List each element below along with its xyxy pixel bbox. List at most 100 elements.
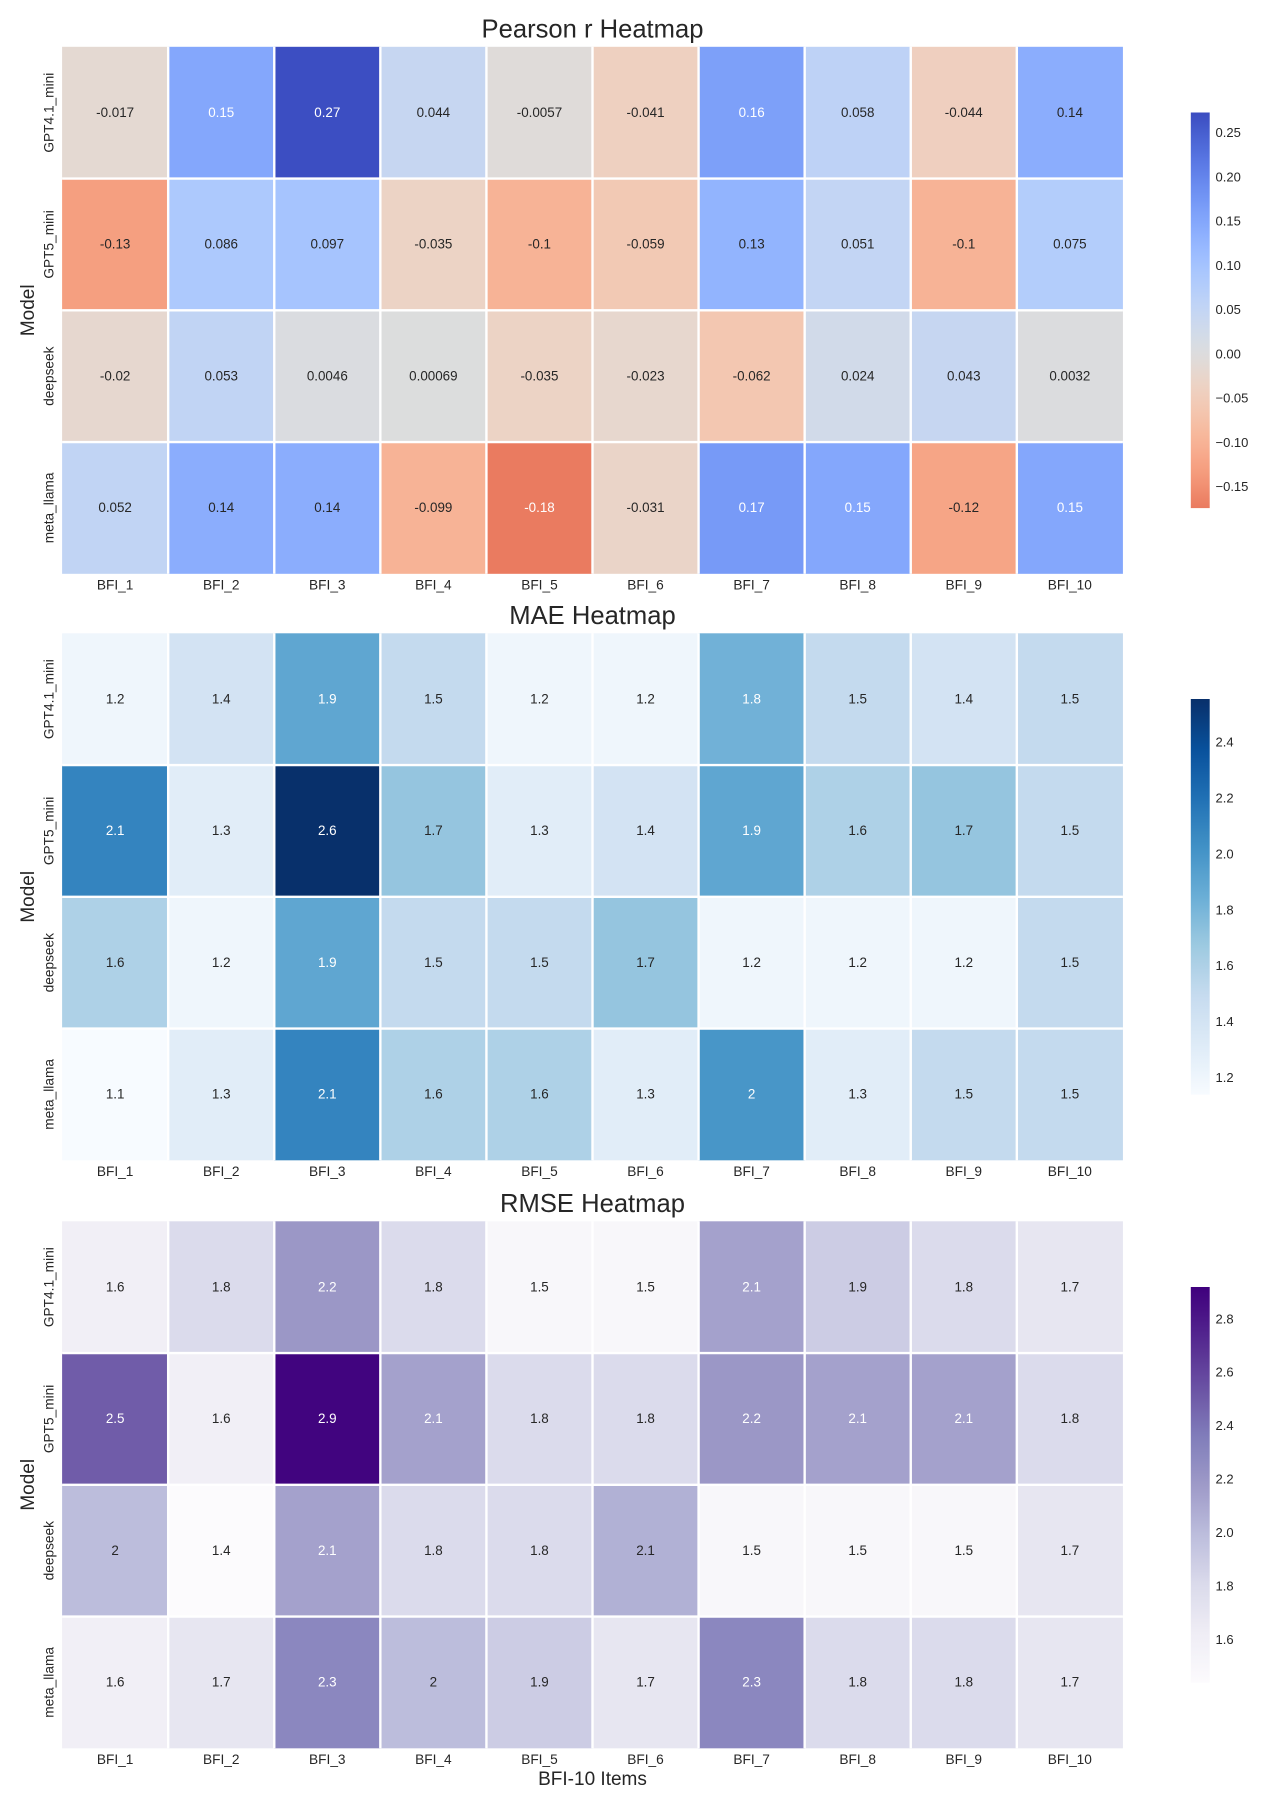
svg-text:2.1: 2.1 bbox=[848, 1411, 867, 1426]
svg-text:2.8: 2.8 bbox=[1216, 1311, 1234, 1326]
svg-text:GPT4.1_mini: GPT4.1_mini bbox=[42, 1247, 57, 1327]
svg-text:BFI_9: BFI_9 bbox=[946, 1752, 983, 1767]
svg-text:1.5: 1.5 bbox=[1061, 1087, 1080, 1102]
svg-text:GPT5_mini: GPT5_mini bbox=[42, 797, 57, 865]
svg-text:1.5: 1.5 bbox=[530, 1279, 549, 1294]
svg-text:BFI_9: BFI_9 bbox=[946, 577, 983, 592]
svg-text:1.6: 1.6 bbox=[106, 955, 125, 970]
svg-text:-0.041: -0.041 bbox=[627, 105, 665, 120]
svg-text:0.20: 0.20 bbox=[1216, 169, 1241, 184]
svg-text:1.6: 1.6 bbox=[848, 823, 867, 838]
svg-text:1.5: 1.5 bbox=[424, 955, 443, 970]
svg-text:2: 2 bbox=[748, 1087, 755, 1102]
svg-text:0.053: 0.053 bbox=[204, 368, 238, 383]
svg-text:1.2: 1.2 bbox=[848, 955, 867, 970]
svg-text:1.8: 1.8 bbox=[954, 1675, 973, 1690]
svg-text:1.2: 1.2 bbox=[212, 955, 231, 970]
svg-text:-0.035: -0.035 bbox=[520, 368, 558, 383]
svg-text:0.25: 0.25 bbox=[1216, 125, 1241, 140]
svg-text:0.13: 0.13 bbox=[739, 237, 765, 252]
svg-text:1.2: 1.2 bbox=[530, 691, 549, 706]
svg-text:2.1: 2.1 bbox=[106, 823, 125, 838]
svg-text:BFI_5: BFI_5 bbox=[521, 1752, 558, 1767]
svg-text:1.8: 1.8 bbox=[742, 691, 761, 706]
svg-text:2.3: 2.3 bbox=[742, 1675, 761, 1690]
svg-text:meta_llama: meta_llama bbox=[42, 1059, 57, 1130]
svg-text:1.7: 1.7 bbox=[1061, 1543, 1080, 1558]
svg-text:1.8: 1.8 bbox=[530, 1543, 549, 1558]
svg-text:1.4: 1.4 bbox=[636, 823, 655, 838]
svg-text:0.086: 0.086 bbox=[204, 237, 238, 252]
svg-text:BFI_2: BFI_2 bbox=[203, 1164, 240, 1179]
svg-text:2.1: 2.1 bbox=[636, 1543, 655, 1558]
svg-text:BFI_10: BFI_10 bbox=[1048, 1164, 1093, 1179]
svg-text:BFI_8: BFI_8 bbox=[839, 1164, 876, 1179]
svg-text:0.14: 0.14 bbox=[208, 500, 235, 515]
svg-text:-0.059: -0.059 bbox=[627, 237, 665, 252]
svg-text:GPT4.1_mini: GPT4.1_mini bbox=[42, 73, 57, 153]
svg-text:1.5: 1.5 bbox=[636, 1279, 655, 1294]
svg-text:Model: Model bbox=[18, 871, 39, 923]
svg-text:1.9: 1.9 bbox=[318, 691, 337, 706]
svg-text:1.2: 1.2 bbox=[954, 955, 973, 970]
svg-text:BFI_8: BFI_8 bbox=[839, 1752, 876, 1767]
svg-text:GPT4.1_mini: GPT4.1_mini bbox=[42, 659, 57, 739]
svg-text:-0.1: -0.1 bbox=[528, 237, 551, 252]
svg-text:1.3: 1.3 bbox=[212, 1087, 231, 1102]
svg-text:BFI_9: BFI_9 bbox=[946, 1164, 983, 1179]
svg-text:1.6: 1.6 bbox=[1216, 958, 1234, 973]
svg-text:-0.12: -0.12 bbox=[949, 500, 980, 515]
svg-text:1.3: 1.3 bbox=[848, 1087, 867, 1102]
svg-text:1.3: 1.3 bbox=[636, 1087, 655, 1102]
svg-text:2.5: 2.5 bbox=[106, 1411, 125, 1426]
svg-text:2.1: 2.1 bbox=[954, 1411, 973, 1426]
svg-text:0.15: 0.15 bbox=[1057, 500, 1083, 515]
svg-text:1.8: 1.8 bbox=[954, 1279, 973, 1294]
svg-text:0.044: 0.044 bbox=[417, 105, 451, 120]
svg-text:1.1: 1.1 bbox=[106, 1087, 125, 1102]
svg-text:1.6: 1.6 bbox=[106, 1675, 125, 1690]
svg-text:1.5: 1.5 bbox=[848, 1543, 867, 1558]
svg-text:Model: Model bbox=[18, 1459, 39, 1511]
svg-text:1.8: 1.8 bbox=[848, 1675, 867, 1690]
svg-text:1.2: 1.2 bbox=[1216, 1070, 1234, 1085]
svg-text:-0.1: -0.1 bbox=[952, 237, 975, 252]
svg-text:1.7: 1.7 bbox=[424, 823, 443, 838]
svg-text:0.043: 0.043 bbox=[947, 368, 981, 383]
svg-text:1.7: 1.7 bbox=[636, 955, 655, 970]
svg-text:2.2: 2.2 bbox=[742, 1411, 761, 1426]
svg-text:MAE Heatmap: MAE Heatmap bbox=[509, 602, 675, 630]
svg-text:-0.035: -0.035 bbox=[414, 237, 452, 252]
svg-text:-0.18: -0.18 bbox=[524, 500, 555, 515]
svg-text:1.7: 1.7 bbox=[212, 1675, 231, 1690]
svg-text:0.14: 0.14 bbox=[1057, 105, 1084, 120]
svg-text:1.5: 1.5 bbox=[1061, 823, 1080, 838]
svg-text:1.6: 1.6 bbox=[424, 1087, 443, 1102]
svg-text:1.2: 1.2 bbox=[742, 955, 761, 970]
svg-text:1.9: 1.9 bbox=[530, 1675, 549, 1690]
svg-text:1.8: 1.8 bbox=[212, 1279, 231, 1294]
svg-text:GPT5_mini: GPT5_mini bbox=[42, 1385, 57, 1453]
svg-text:1.7: 1.7 bbox=[954, 823, 973, 838]
svg-text:−0.15: −0.15 bbox=[1216, 479, 1249, 494]
svg-text:meta_llama: meta_llama bbox=[42, 1647, 57, 1718]
svg-text:Pearson r Heatmap: Pearson r Heatmap bbox=[482, 15, 704, 43]
svg-text:1.6: 1.6 bbox=[212, 1411, 231, 1426]
svg-text:-0.062: -0.062 bbox=[733, 368, 771, 383]
svg-text:1.8: 1.8 bbox=[1216, 1579, 1234, 1594]
svg-text:1.8: 1.8 bbox=[1061, 1411, 1080, 1426]
svg-text:0.10: 0.10 bbox=[1216, 258, 1241, 273]
svg-text:BFI_6: BFI_6 bbox=[627, 577, 664, 592]
svg-text:0.15: 0.15 bbox=[1216, 214, 1241, 229]
svg-text:2.4: 2.4 bbox=[1216, 735, 1234, 750]
svg-text:BFI_3: BFI_3 bbox=[309, 1164, 346, 1179]
svg-text:1.8: 1.8 bbox=[530, 1411, 549, 1426]
svg-text:0.00: 0.00 bbox=[1216, 346, 1241, 361]
svg-text:1.3: 1.3 bbox=[530, 823, 549, 838]
svg-text:-0.0057: -0.0057 bbox=[517, 105, 562, 120]
svg-text:2: 2 bbox=[111, 1543, 118, 1558]
svg-text:meta_llama: meta_llama bbox=[42, 472, 57, 543]
svg-text:BFI_1: BFI_1 bbox=[97, 1164, 134, 1179]
svg-text:2.4: 2.4 bbox=[1216, 1418, 1234, 1433]
svg-text:2.2: 2.2 bbox=[318, 1279, 337, 1294]
